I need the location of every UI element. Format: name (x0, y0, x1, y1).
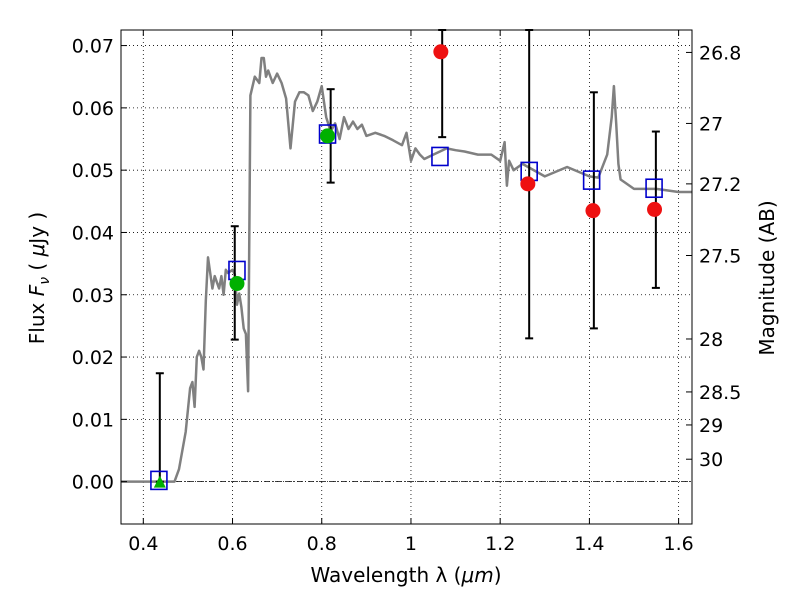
plot-frame (120, 29, 693, 525)
x-tick-label: 0.4 (128, 533, 158, 555)
y2-tick-label: 27 (699, 113, 723, 135)
y-tick-label: 0.07 (72, 36, 114, 58)
error-bars (155, 29, 660, 483)
model-photometry-square (150, 470, 168, 491)
y-tick-label: 0.02 (72, 347, 114, 369)
y-axis-title: Flux Fν ( μJy ) (25, 212, 53, 344)
observed-point-red (585, 203, 601, 219)
y2-tick-label: 28.5 (699, 382, 741, 404)
observed-point-green (229, 276, 245, 292)
model-photometry-square (645, 178, 663, 199)
observed-point-red (433, 44, 449, 60)
y-tick-label: 0.04 (72, 222, 114, 244)
y2-tick-label: 26.8 (699, 42, 741, 64)
x-tick-label: 0.8 (307, 533, 337, 555)
y-tick-label: 0.03 (72, 285, 114, 307)
observed-point-red (647, 201, 663, 217)
observed-point-green (320, 128, 336, 144)
observed-point-red (520, 176, 536, 192)
y2-tick-label: 27.5 (699, 246, 741, 268)
model-photometry-square (431, 146, 449, 167)
y2-tick-label: 27.2 (699, 174, 741, 196)
y-tick-label: 0.01 (72, 409, 114, 431)
y-tick-label: 0.00 (72, 472, 114, 494)
y2-tick-label: 30 (699, 449, 723, 471)
x-tick-label: 0.6 (217, 533, 247, 555)
y2-axis-title: Magnitude (AB) (755, 200, 779, 355)
model-photometry-square (582, 170, 601, 190)
y2-tick-labels: 26.8 27 27.2 27.5 28 28.5 29 30 (699, 42, 741, 471)
x-tick-label: 1.2 (485, 533, 515, 555)
x-tick-labels: 0.4 0.6 0.8 1 1.2 1.4 1.6 (128, 533, 694, 555)
x-tick-label: 1.4 (574, 533, 604, 555)
x-axis-title: Wavelength λ (μm) (310, 563, 501, 587)
x-tick-label: 1.6 (664, 533, 694, 555)
y-tick-label: 0.05 (72, 160, 114, 182)
photometry-markers (150, 44, 663, 491)
axis-ticks (121, 30, 692, 524)
sed-model-line (121, 56, 692, 483)
y-tick-label: 0.06 (72, 98, 114, 120)
y2-tick-label: 28 (699, 329, 723, 351)
y-tick-labels: 0.00 0.01 0.02 0.03 0.04 0.05 0.06 0.07 (72, 36, 114, 494)
triangle-marker (153, 475, 166, 488)
y2-tick-label: 29 (699, 415, 723, 437)
x-tick-label: 1 (405, 533, 417, 555)
